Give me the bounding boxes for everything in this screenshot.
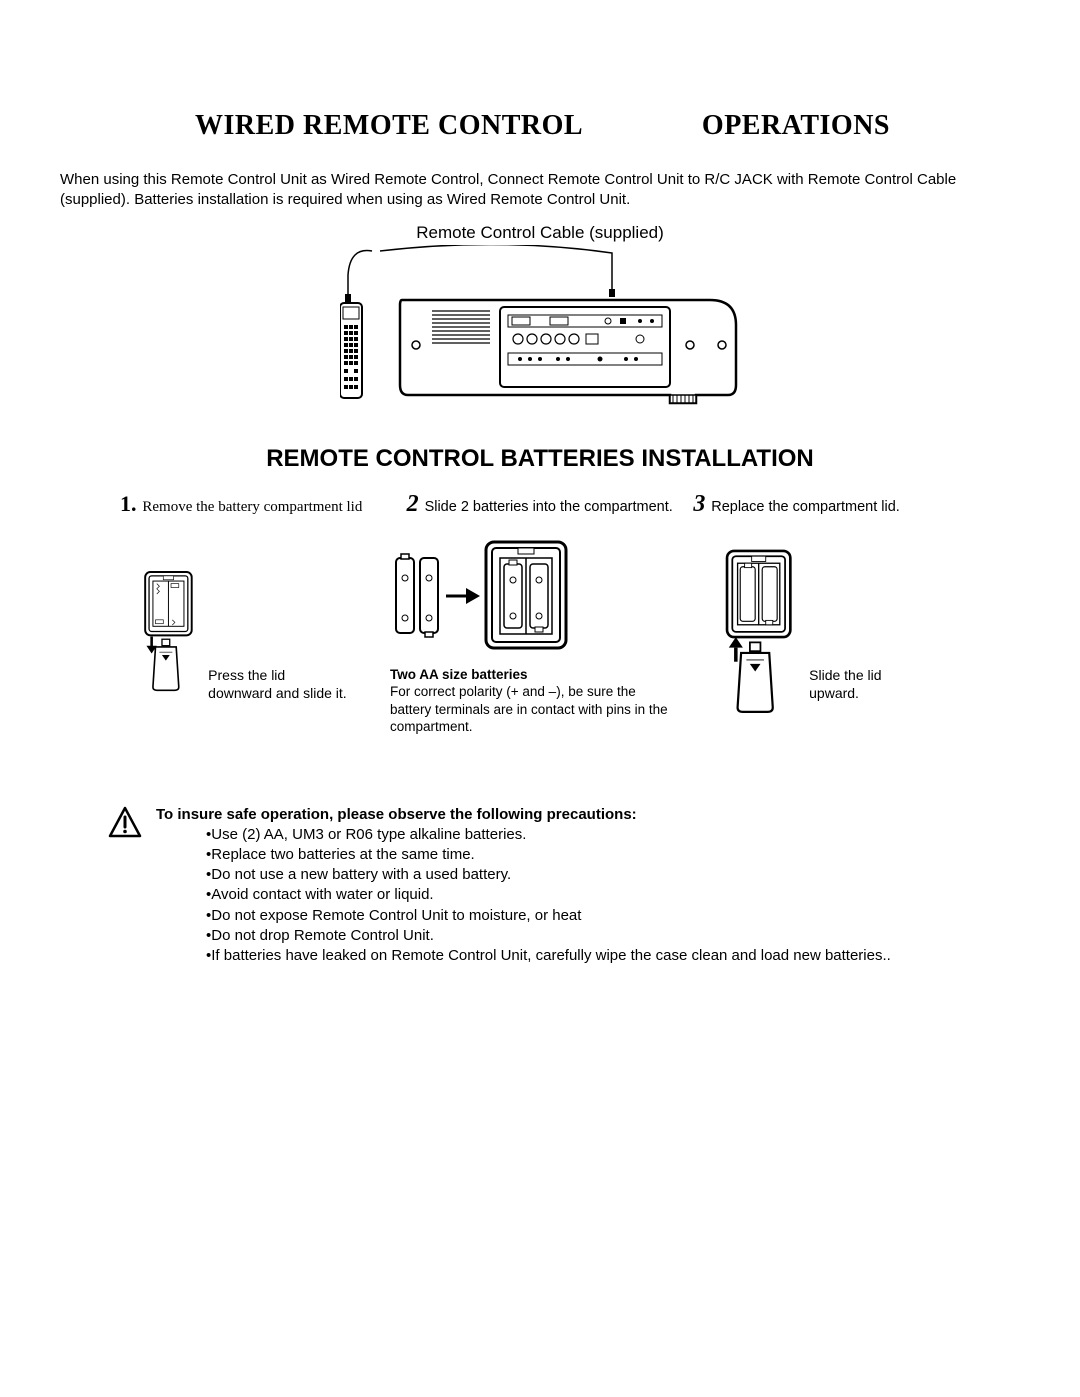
section-title: REMOTE CONTROL BATTERIES INSTALLATION — [60, 445, 1020, 473]
figure-3-caption: Slide the lid upward. — [809, 666, 920, 704]
step-2-text: Slide 2 batteries into the compartment. — [425, 499, 673, 515]
remove-lid-diagram — [140, 538, 198, 723]
manual-page: WIRED REMOTE CONTROL OPERATIONS When usi… — [0, 0, 1080, 1026]
figure-3: Slide the lid upward. — [720, 538, 920, 736]
precautions-body: To insure safe operation, please observe… — [156, 806, 972, 967]
step-3-text: Replace the compartment lid. — [711, 499, 900, 515]
figure-2-caption-text: For correct polarity (+ and –), be sure … — [390, 684, 668, 734]
precaution-item: Do not expose Remote Control Unit to moi… — [206, 906, 972, 926]
precaution-item: If batteries have leaked on Remote Contr… — [206, 946, 972, 966]
insert-batteries-diagram — [390, 538, 590, 658]
step-1: 1. Remove the battery compartment lid — [120, 491, 387, 517]
precaution-item: Replace two batteries at the same time. — [206, 845, 972, 865]
figure-2: Two AA size batteries For correct polari… — [390, 538, 680, 736]
precaution-item: Avoid contact with water or liquid. — [206, 885, 972, 905]
figure-1: Press the lid downward and slide it. — [140, 538, 350, 736]
intro-paragraph: When using this Remote Control Unit as W… — [60, 170, 1020, 211]
precautions-title: To insure safe operation, please observe… — [156, 806, 972, 823]
cable-label: Remote Control Cable (supplied) — [60, 223, 1020, 243]
step-3: 3 Replace the compartment lid. — [693, 491, 960, 518]
step-3-number: 3 — [693, 491, 705, 517]
projector-diagram — [340, 245, 740, 415]
precautions-block: To insure safe operation, please observe… — [60, 806, 1020, 967]
step-2: 2 Slide 2 batteries into the compartment… — [407, 491, 674, 518]
precaution-item: Use (2) AA, UM3 or R06 type alkaline bat… — [206, 825, 972, 845]
step-1-number: 1. — [120, 491, 137, 516]
header-right: OPERATIONS — [702, 110, 890, 142]
figure-2-caption: Two AA size batteries For correct polari… — [390, 666, 680, 736]
header-left: WIRED REMOTE CONTROL — [195, 110, 583, 142]
page-header: WIRED REMOTE CONTROL OPERATIONS — [60, 110, 1020, 142]
replace-lid-diagram — [720, 538, 799, 723]
precaution-item: Do not drop Remote Control Unit. — [206, 926, 972, 946]
precaution-item: Do not use a new battery with a used bat… — [206, 865, 972, 885]
figures-row: Press the lid downward and slide it. — [60, 538, 1020, 736]
step-2-number: 2 — [407, 491, 419, 517]
step-1-text: Remove the battery compartment lid — [142, 499, 362, 515]
warning-icon — [108, 806, 142, 840]
precautions-list: Use (2) AA, UM3 or R06 type alkaline bat… — [156, 825, 972, 967]
figure-1-caption: Press the lid downward and slide it. — [208, 666, 350, 704]
steps-row: 1. Remove the battery compartment lid 2 … — [60, 491, 1020, 518]
figure-2-caption-bold: Two AA size batteries — [390, 667, 528, 682]
